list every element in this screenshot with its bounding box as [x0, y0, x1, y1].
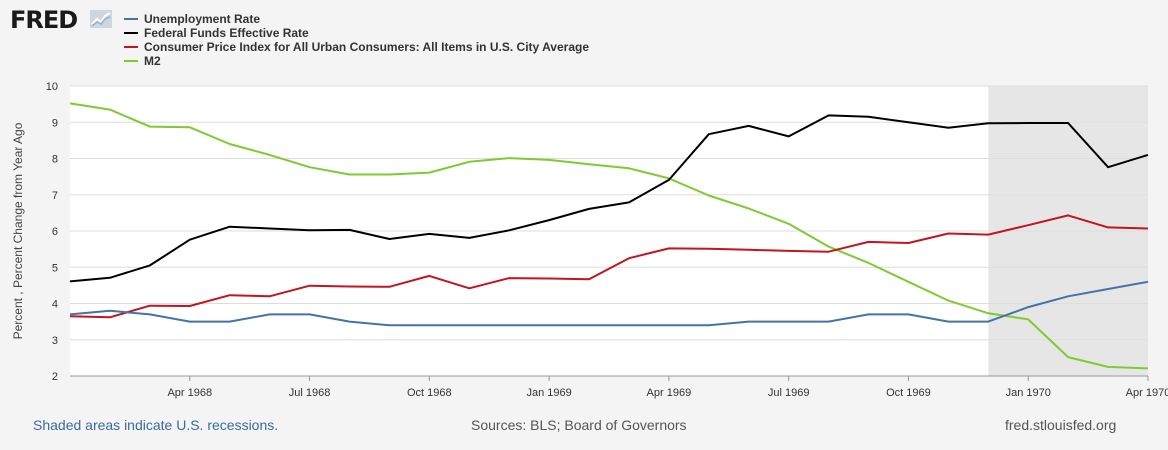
y-axis-label: Percent , Percent Change from Year Ago: [11, 122, 25, 339]
legend-item[interactable]: Unemployment Rate: [124, 12, 589, 26]
legend-item[interactable]: Consumer Price Index for All Urban Consu…: [124, 40, 589, 54]
legend-item[interactable]: Federal Funds Effective Rate: [124, 26, 589, 40]
x-tick-label: Apr 1969: [647, 387, 692, 399]
legend-swatch: [124, 18, 138, 20]
legend-swatch: [124, 46, 138, 48]
y-tick-label: 6: [52, 226, 58, 238]
logo-text: FRED: [10, 6, 78, 34]
y-tick-label: 8: [52, 154, 58, 166]
legend-label: Consumer Price Index for All Urban Consu…: [144, 40, 589, 54]
legend-swatch: [124, 32, 138, 34]
recession-note-link[interactable]: Shaded areas indicate U.S. recessions.: [33, 417, 279, 433]
legend-label: M2: [144, 54, 161, 68]
y-tick-label: 9: [52, 117, 58, 129]
chart-legend: Unemployment Rate Federal Funds Effective…: [124, 12, 589, 68]
series-line: [69, 114, 1149, 283]
series-line: [69, 102, 1149, 370]
x-tick-label: Jul 1969: [768, 387, 810, 399]
legend-label: Federal Funds Effective Rate: [144, 26, 309, 40]
fred-chart-line-icon: [90, 10, 112, 28]
y-tick-label: 10: [46, 81, 58, 93]
x-tick-label: Jan 1969: [526, 387, 571, 399]
fred-logo[interactable]: FRED: [10, 6, 78, 34]
y-tick-label: 7: [52, 190, 58, 202]
legend-swatch: [124, 60, 138, 62]
legend-label: Unemployment Rate: [144, 12, 261, 26]
legend-item[interactable]: M2: [124, 54, 589, 68]
y-tick-label: 5: [52, 262, 58, 274]
x-tick-label: Jul 1968: [289, 387, 331, 399]
y-tick-label: 3: [52, 335, 58, 347]
x-tick-label: Jan 1970: [1006, 387, 1051, 399]
site-link[interactable]: fred.stlouisfed.org: [1005, 417, 1117, 433]
x-tick-label: Apr 1968: [167, 387, 212, 399]
series-line: [69, 214, 1149, 319]
sources-text: Sources: BLS; Board of Governors: [471, 417, 687, 433]
series-line: [69, 280, 1149, 327]
y-tick-label: 4: [52, 299, 58, 311]
x-tick-label: Oct 1969: [886, 387, 931, 399]
x-tick-label: Apr 1970: [1126, 387, 1168, 399]
y-tick-label: 2: [52, 371, 58, 383]
x-tick-label: Oct 1968: [407, 387, 452, 399]
